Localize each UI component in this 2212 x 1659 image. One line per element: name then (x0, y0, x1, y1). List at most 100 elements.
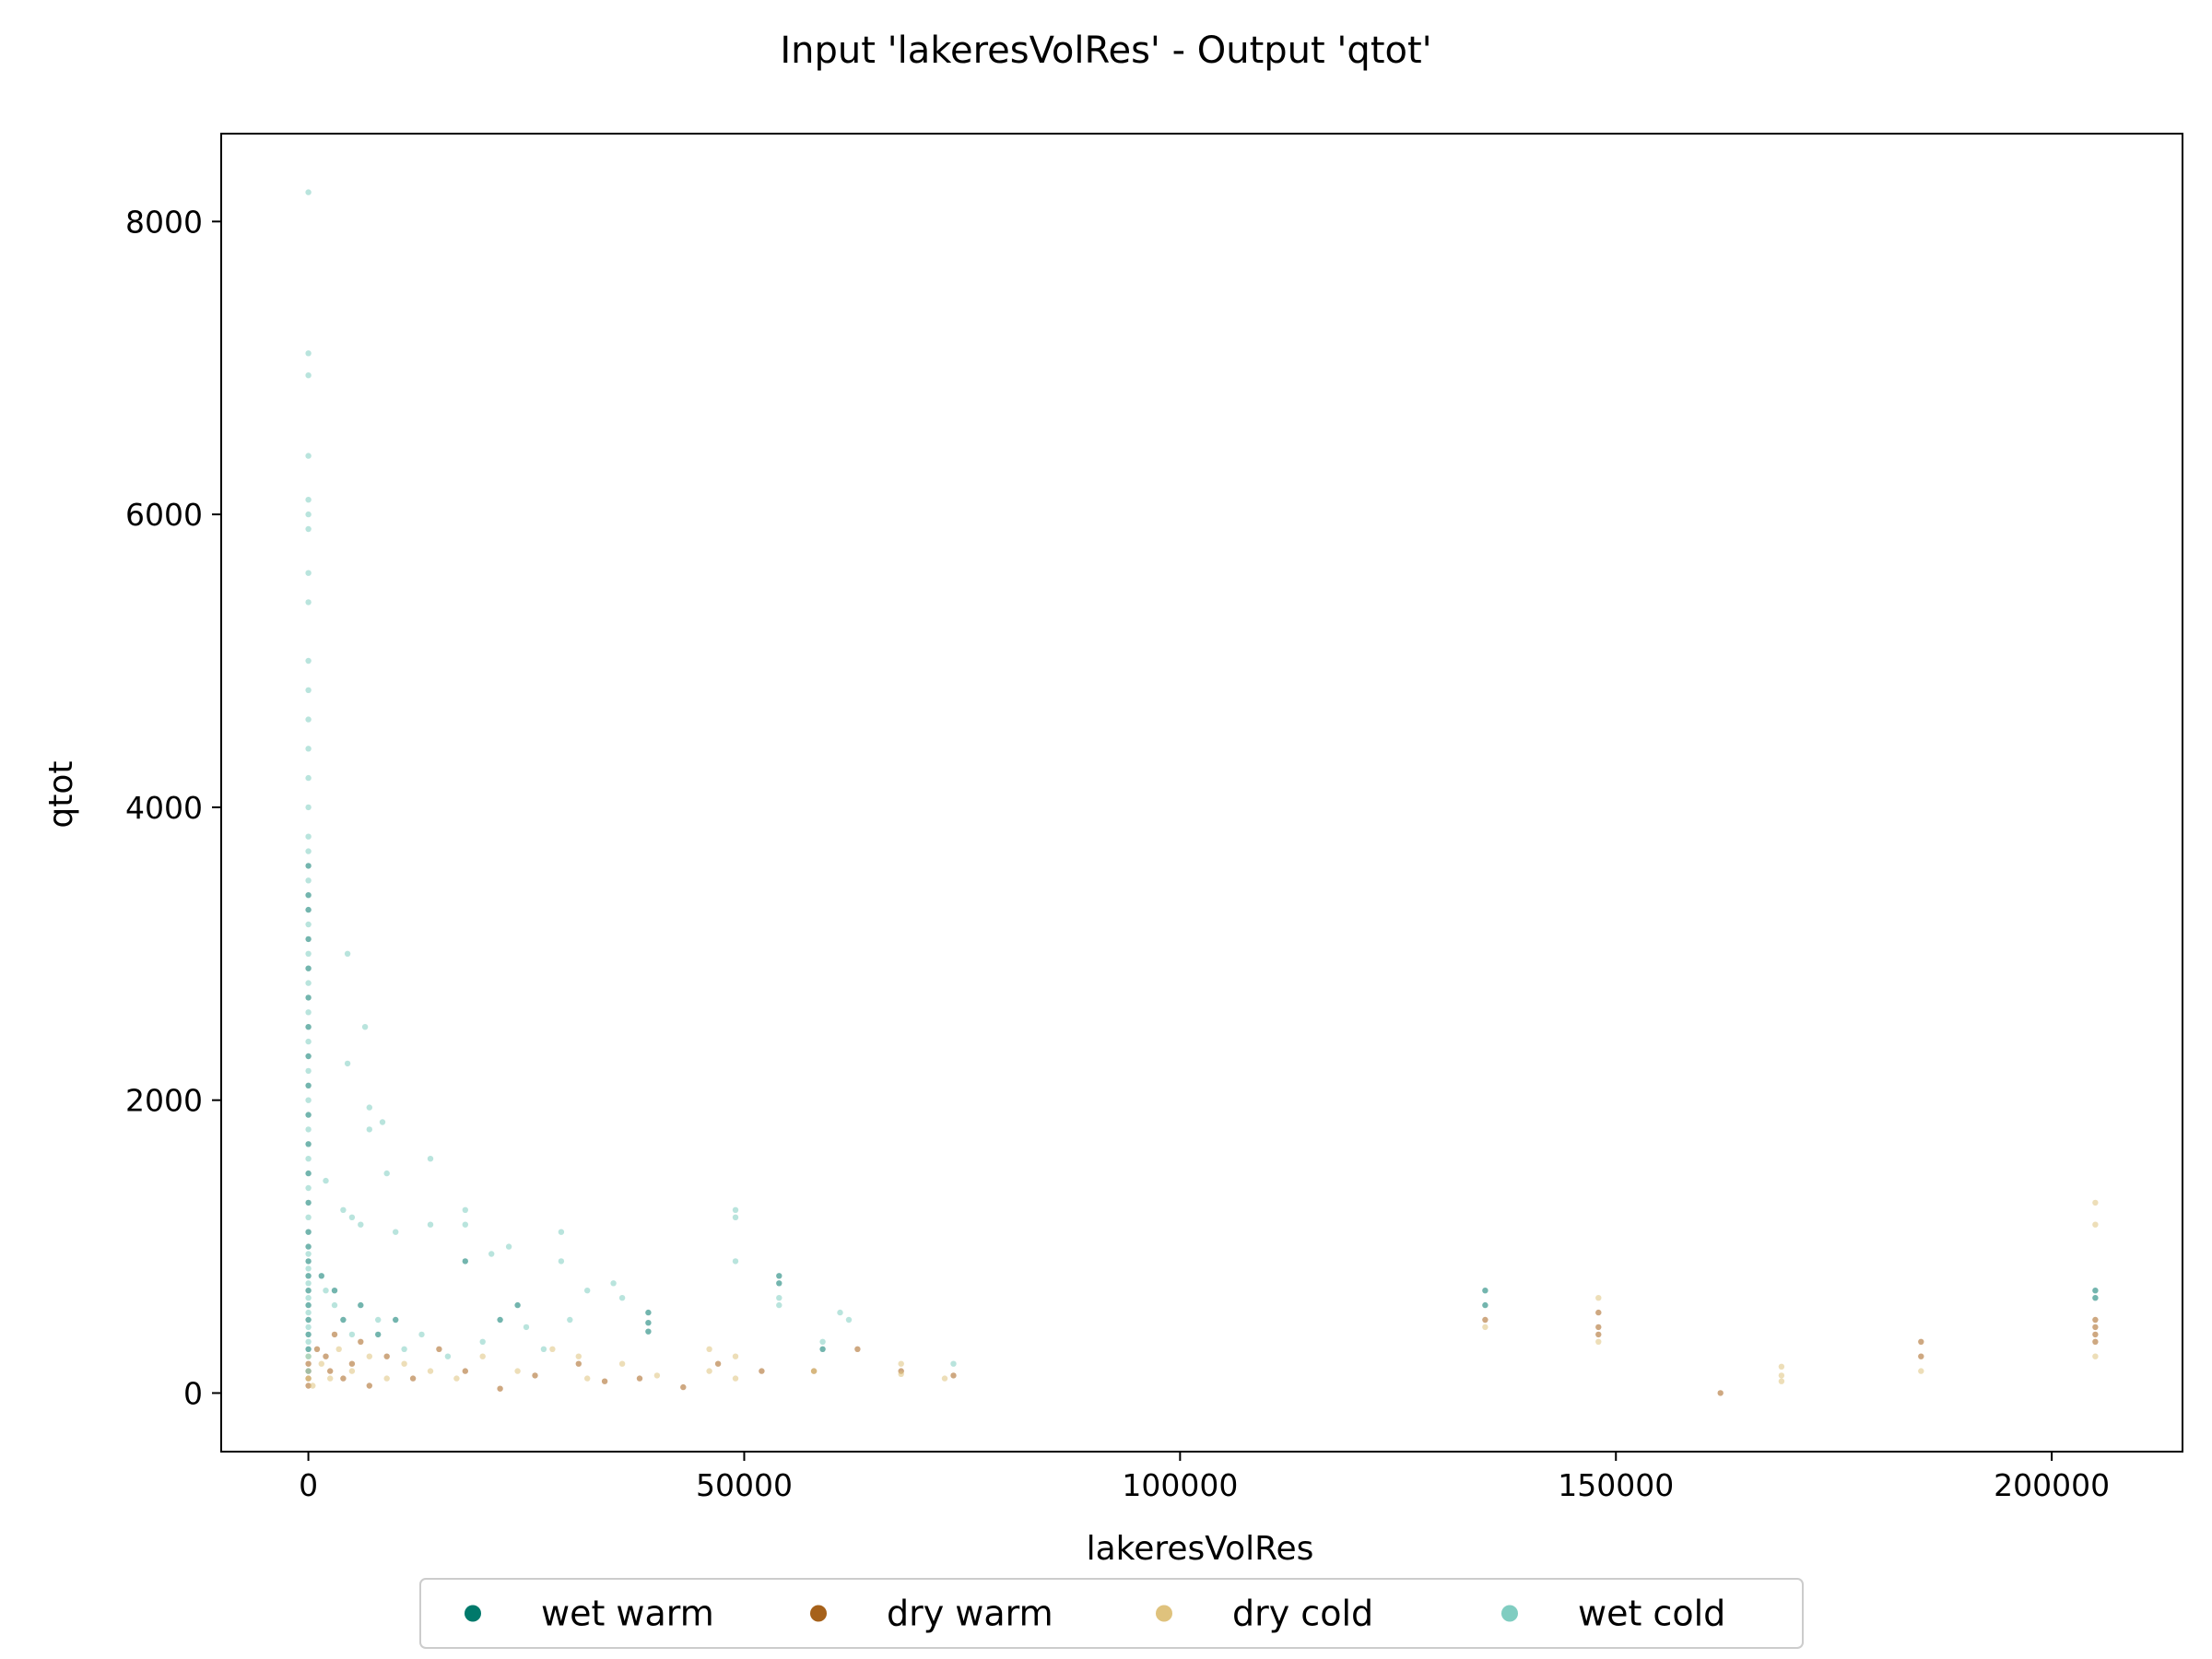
data-point (479, 1353, 486, 1359)
data-point (340, 1206, 347, 1214)
data-point (323, 1177, 329, 1184)
data-point (610, 1280, 617, 1287)
data-point (305, 1338, 312, 1346)
y-tick-label: 4000 (125, 790, 203, 826)
data-point (1595, 1331, 1602, 1338)
data-point (305, 833, 312, 840)
data-point (950, 1372, 957, 1379)
data-point (305, 1368, 312, 1374)
data-point (497, 1316, 503, 1324)
data-point (706, 1346, 712, 1353)
data-point (305, 1353, 312, 1359)
data-point (462, 1206, 468, 1214)
data-point (1595, 1295, 1602, 1301)
y-axis-title: qtot (42, 760, 80, 828)
data-point (327, 1368, 334, 1374)
data-point (305, 1258, 312, 1265)
data-point (558, 1229, 565, 1235)
data-point (401, 1346, 407, 1353)
data-point (1595, 1309, 1602, 1316)
data-point (340, 1375, 347, 1382)
data-point (810, 1368, 818, 1374)
data-point (732, 1258, 739, 1265)
data-point (305, 994, 312, 1001)
data-point (1482, 1324, 1488, 1331)
data-point (1918, 1353, 1924, 1359)
data-point (618, 1295, 626, 1301)
data-point (540, 1346, 547, 1353)
data-point (941, 1375, 948, 1382)
data-point (305, 877, 312, 884)
data-point (305, 1229, 312, 1235)
data-point (305, 1265, 312, 1272)
data-point (331, 1288, 338, 1294)
data-point (427, 1221, 434, 1228)
data-point (505, 1243, 512, 1250)
data-point (776, 1295, 782, 1301)
data-point (323, 1288, 329, 1294)
data-point (305, 687, 312, 693)
legend-marker (810, 1605, 827, 1622)
data-point (305, 570, 312, 576)
data-point (2092, 1288, 2099, 1294)
data-point (732, 1353, 739, 1359)
data-point (575, 1353, 582, 1359)
data-point (2092, 1324, 2099, 1331)
data-point (305, 848, 312, 854)
data-point (567, 1316, 573, 1324)
data-point (305, 1009, 312, 1016)
plot-frame (220, 133, 2183, 1453)
data-point (305, 1316, 312, 1324)
data-point (305, 453, 312, 459)
chart-title: Input 'lakeresVolRes' - Output 'qtot' (780, 29, 1431, 72)
legend-label: wet warm (541, 1594, 714, 1634)
data-point (305, 1360, 312, 1367)
data-point (514, 1301, 521, 1309)
data-point (776, 1273, 782, 1279)
data-point (358, 1221, 364, 1228)
data-point (427, 1156, 434, 1162)
data-point (2092, 1353, 2099, 1359)
y-tick-label: 8000 (125, 204, 203, 240)
data-point (523, 1324, 530, 1331)
axes-layer: 0 50000 100000 150000 200000 0 2000 4000 6000 800… (125, 133, 2183, 1503)
data-point (436, 1346, 442, 1353)
data-point (305, 1280, 312, 1287)
data-point (305, 1346, 312, 1353)
data-point (305, 746, 312, 752)
data-point (393, 1229, 399, 1235)
data-point (1595, 1338, 1602, 1346)
data-point (375, 1331, 382, 1338)
data-point (348, 1368, 356, 1374)
data-point (305, 1184, 312, 1192)
series-dry-warm (305, 1309, 2099, 1396)
data-point (383, 1353, 390, 1359)
data-point (305, 1375, 312, 1382)
series-wet-cold (305, 189, 957, 1374)
data-point (305, 525, 312, 533)
data-point (366, 1126, 372, 1133)
data-point (305, 1141, 312, 1147)
data-point (1595, 1324, 1602, 1331)
data-point (2092, 1338, 2099, 1346)
data-point (1778, 1363, 1785, 1371)
data-point (305, 1273, 312, 1279)
data-point (305, 1251, 312, 1257)
data-point (305, 892, 312, 899)
data-point (1482, 1288, 1488, 1294)
legend-marker (1156, 1605, 1172, 1622)
data-point (305, 921, 312, 928)
data-point (2092, 1295, 2099, 1301)
data-point (950, 1360, 957, 1367)
data-point (335, 1346, 342, 1353)
data-point (305, 1243, 312, 1250)
data-point (305, 1288, 312, 1294)
series-dry-cold (305, 1199, 2099, 1389)
data-point (1918, 1368, 1924, 1374)
data-point (819, 1346, 826, 1353)
legend: wet warm dry warm dry cold wet cold (419, 1578, 1804, 1649)
data-point (898, 1360, 904, 1367)
data-point (898, 1371, 904, 1378)
x-axis-title: lakeresVolRes (1087, 1530, 1314, 1568)
